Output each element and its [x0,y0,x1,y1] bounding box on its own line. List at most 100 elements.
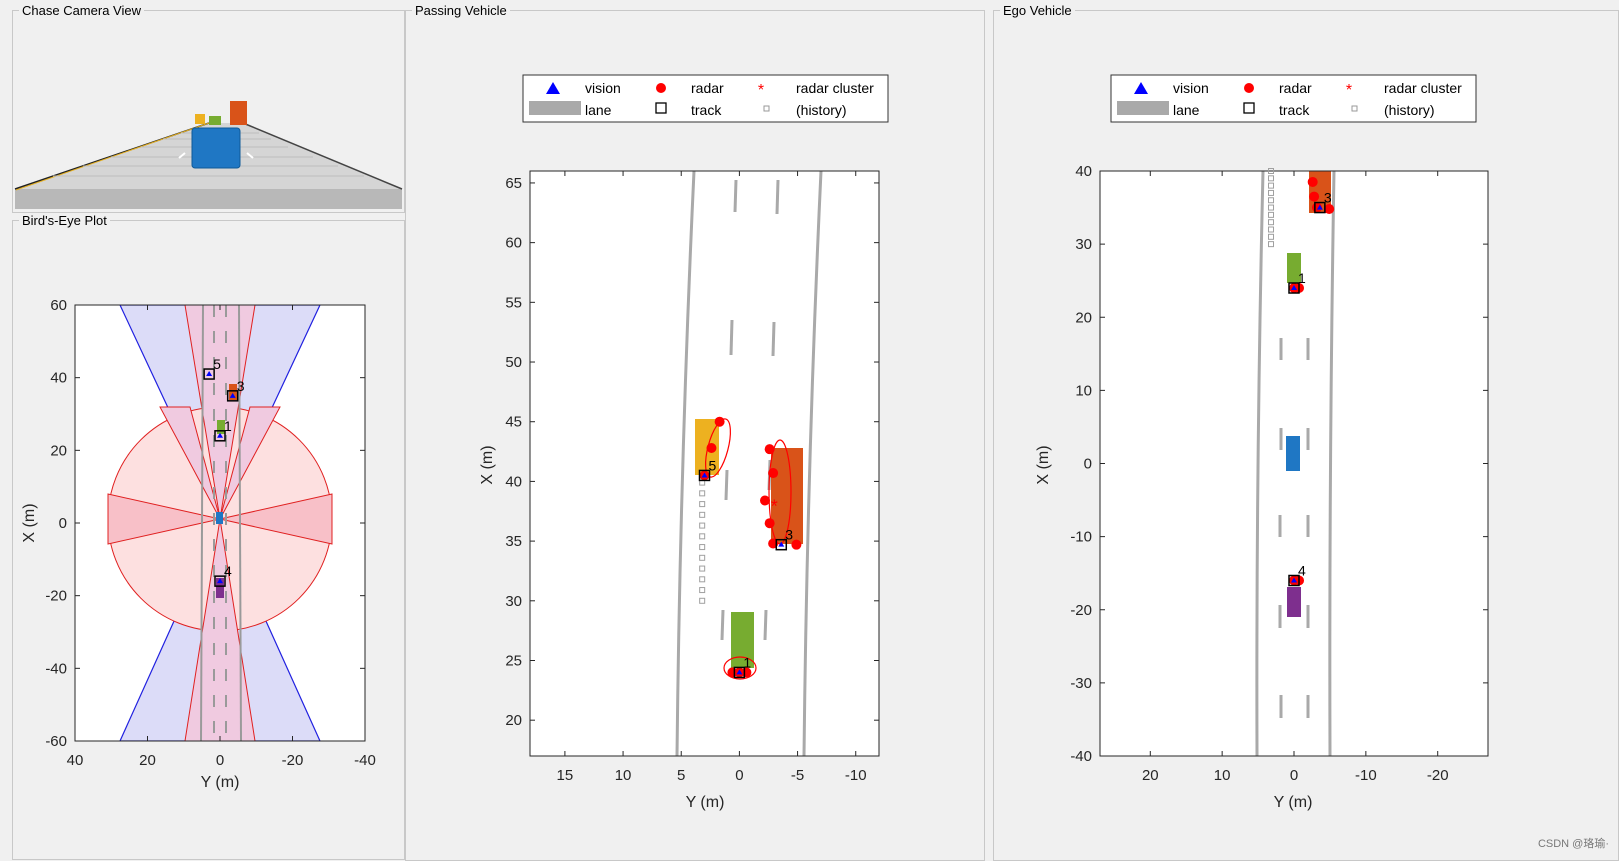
ego-plot: vision radar * radar cluster lane track … [1035,74,1489,811]
track-id-label: 5 [709,457,717,473]
radar-detection [768,468,779,479]
radar-detection [706,442,717,453]
y-tick-label: 30 [505,593,522,610]
road-edge-right [242,122,403,190]
history-marker [1268,175,1275,182]
y-tick-label: 45 [505,414,522,431]
y-tick-label: 40 [1075,163,1092,180]
orange-car [771,448,803,544]
track-id-label: 3 [237,378,245,394]
legend-track: track [691,102,722,118]
x-tick-label: -5 [791,767,804,784]
legend-lane: lane [585,102,612,118]
birdseye-ylabel: X (m) [21,503,38,542]
chase-camera-title: Chase Camera View [19,3,144,18]
x-tick-label: 20 [1142,767,1159,784]
x-tick-label: -10 [845,767,867,784]
track-marker [698,469,711,482]
passing-lane-left [675,171,696,756]
y-tick-label: 10 [1075,382,1092,399]
history-marker [1268,226,1275,233]
legend-history-marker [763,105,770,112]
history-marker [699,522,706,529]
legend-lane-marker [1117,101,1169,115]
track-id-label: 4 [1298,563,1306,579]
vision-detection [206,371,213,377]
chase-camera-panel: Chase Camera View [12,3,405,213]
radar-coverage-left [107,493,221,545]
track-id-label: 1 [224,418,232,434]
passing-lane-right [802,171,823,756]
x-tick-label: -40 [354,752,376,769]
history-marker [1268,233,1275,240]
chase-camera-scene [14,101,403,209]
history-marker [1268,168,1275,174]
x-tick-label: 40 [67,752,84,769]
history-marker [699,576,706,583]
y-tick-label: 25 [505,652,522,669]
ego-legend: vision radar * radar cluster lane track … [1110,74,1477,123]
track-id-label: 3 [1324,190,1332,206]
legend-lane: lane [1173,102,1200,118]
y-tick-label: 60 [50,297,67,314]
radar-cluster: * [771,496,778,516]
y-tick-label: 65 [505,175,522,192]
passing-xlabel: Y (m) [686,794,725,811]
x-tick-label: -10 [1355,767,1377,784]
ego-xlabel: Y (m) [1274,794,1313,811]
legend-radar-cluster: radar cluster [796,80,874,96]
ego-ylabel: X (m) [1035,445,1052,484]
history-marker [699,511,706,518]
ego-lane-right [1328,171,1336,756]
y-tick-label: 0 [1084,456,1092,473]
green-car [1287,253,1301,283]
y-tick-label: -60 [45,733,67,750]
ego-lane-left [1255,171,1265,756]
history-marker [699,501,706,508]
vision-detection [778,541,785,547]
legend-vision-marker [546,82,560,94]
ego-car [1286,436,1300,471]
green-car [209,116,221,125]
track-marker [203,368,215,380]
legend-vision-marker [1134,82,1148,94]
track-marker [214,575,226,587]
radar-detection [791,539,802,550]
radar-detection [759,495,770,506]
history-marker [1268,189,1275,196]
track-marker [1288,574,1300,587]
x-tick-label: 10 [615,767,632,784]
history-marker [1268,204,1275,211]
legend-radar-marker [1244,83,1254,93]
yellow-car [195,114,205,124]
x-tick-label: 15 [557,767,574,784]
legend-radar: radar [1279,80,1312,96]
ego-title: Ego Vehicle [1000,3,1075,18]
birdseye-plot: 40 20 0 -20 -40 60 40 20 0 -20 -40 -60 1 3 4 5 Y (m) X … [21,297,376,791]
legend-history: (history) [1384,102,1435,118]
legend-history-marker [1351,105,1358,112]
track-marker [733,666,746,679]
history-marker [699,587,706,594]
legend-track-marker [1243,102,1255,114]
track-id-label: 3 [785,527,793,543]
y-tick-label: 60 [505,235,522,252]
legend-cluster-marker: * [1346,82,1352,99]
y-tick-label: -40 [45,660,67,677]
history-marker [1268,211,1275,218]
birdseye-title: Bird's-Eye Plot [19,213,110,228]
history-marker [1268,182,1275,189]
x-tick-label: 0 [1290,767,1298,784]
x-tick-label: 20 [139,752,156,769]
y-tick-label: 55 [505,294,522,311]
y-tick-label: 30 [1075,236,1092,253]
purple-car [1287,587,1301,617]
vision-detection [701,472,708,478]
history-marker [699,565,706,572]
y-tick-label: 0 [59,515,67,532]
history-marker [1268,241,1275,248]
y-tick-label: -30 [1070,675,1092,692]
legend-radar-marker [656,83,666,93]
x-tick-label: 0 [216,752,224,769]
y-tick-label: -20 [45,588,67,605]
